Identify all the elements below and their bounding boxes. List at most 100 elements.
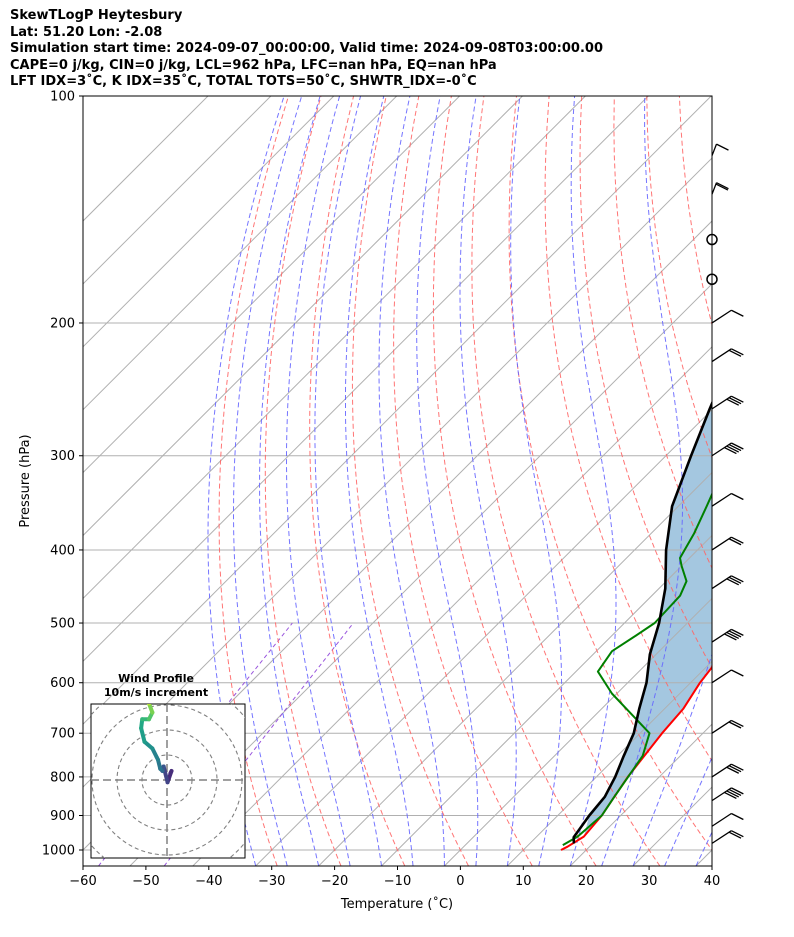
moist-adiabat-line <box>345 96 414 866</box>
wind-barb-flag <box>728 576 742 584</box>
dry-adiabat-line <box>745 96 794 866</box>
wind-barb-flag <box>728 721 742 729</box>
wind-barb <box>711 830 744 844</box>
wind-barb <box>711 442 744 457</box>
dry-adiabat-line <box>432 96 597 866</box>
wind-barb-flag <box>731 536 744 544</box>
wind-barb-staff <box>711 348 732 363</box>
isotherms <box>83 96 712 866</box>
isotherm-line <box>83 96 335 348</box>
y-tick-label: 700 <box>50 727 75 742</box>
wind-barb-staff <box>711 719 732 734</box>
isotherm-line <box>83 96 398 411</box>
isotherm-line <box>83 96 523 537</box>
dry-adiabat-line <box>264 96 342 866</box>
wind-barb-staff <box>711 143 718 156</box>
y-tick-label: 200 <box>50 316 75 331</box>
location-line: Lat: 51.20 Lon: -2.08 <box>10 24 163 40</box>
wind-barb-staff <box>711 787 732 802</box>
wind-barb <box>711 669 744 684</box>
parcel-line <box>572 400 712 844</box>
y-tick-label: 500 <box>50 617 75 632</box>
wind-barb-flag <box>731 395 744 403</box>
wind-barb-flag <box>731 812 744 821</box>
x-tick-label: −10 <box>384 874 411 889</box>
cape-fill-area <box>583 403 712 837</box>
dry-adiabat-line <box>508 96 712 851</box>
wind-barb <box>711 575 744 590</box>
wind-barb <box>711 719 744 734</box>
indices-line: LFT IDX=3˚C, K IDX=35˚C, TOTAL TOTS=50˚C… <box>10 74 477 90</box>
wind-barb-staff <box>711 669 732 684</box>
dry-adiabat-line <box>646 96 712 459</box>
x-axis-label: Temperature (˚C) <box>340 896 453 912</box>
dry-adiabat-line <box>351 96 469 866</box>
chart-header: SkewTLogP Heytesbury Lat: 51.20 Lon: -2.… <box>10 8 603 91</box>
hodograph-segment <box>150 746 160 762</box>
moist-adiabats <box>207 96 712 866</box>
x-tick-label: −30 <box>258 874 285 889</box>
x-tick-label: 0 <box>456 874 464 889</box>
wind-barb-flag <box>728 397 742 405</box>
wind-barb-staff <box>711 395 732 410</box>
wind-barb-flag <box>715 183 729 191</box>
wind-barb-flag <box>731 787 744 795</box>
isotherm-line <box>83 96 712 725</box>
wind-barb-staff <box>711 536 732 551</box>
dry-adiabat-line <box>544 96 712 762</box>
isotherm-line <box>83 96 649 663</box>
dry-adiabat-line <box>393 96 533 866</box>
wind-barb-flag <box>728 630 742 638</box>
dewpoint-line <box>562 491 712 846</box>
y-tick-label: 300 <box>50 449 75 464</box>
wind-barb-flag <box>731 763 744 771</box>
wind-barb-staff <box>711 575 732 590</box>
wind-barb-flag <box>726 790 740 798</box>
isotherm-line <box>129 283 712 866</box>
wind-barb <box>711 309 744 324</box>
wind-barb-flag <box>716 182 729 190</box>
y-tick-label: 800 <box>50 770 75 785</box>
moist-adiabat-line <box>258 96 321 866</box>
wind-barb-flag <box>731 719 744 728</box>
dry-adiabat-line <box>218 96 289 866</box>
isotherm-line <box>444 597 712 866</box>
moist-adiabat-line <box>233 96 303 866</box>
wind-barb-staff <box>711 442 732 457</box>
y-tick-label: 1000 <box>42 844 75 859</box>
x-tick-label: 20 <box>578 874 595 889</box>
inset-title: Wind Profile <box>118 672 194 685</box>
x-tick-label: 40 <box>704 874 721 889</box>
wind-barb <box>711 182 729 195</box>
dry-adiabat-line <box>777 96 794 866</box>
moist-adiabat-line <box>569 96 617 866</box>
wind-barb-flag <box>731 575 744 583</box>
wind-barb-staff <box>711 492 732 507</box>
profile-lines <box>560 400 712 851</box>
dry-adiabat-line <box>309 96 406 866</box>
wind-barb-flag <box>731 628 744 636</box>
dry-adiabat-line <box>711 96 712 103</box>
isotherm-line <box>381 534 712 866</box>
wind-barb <box>711 536 744 551</box>
moist-adiabat-line <box>416 96 479 866</box>
wind-barb-flag <box>726 631 740 640</box>
x-tick-label: −50 <box>132 874 159 889</box>
cape-line: CAPE=0 j/kg, CIN=0 j/kg, LCL=962 hPa, LF… <box>10 57 497 73</box>
wind-barb-flag <box>728 765 742 773</box>
wind-barb-flag <box>716 143 729 151</box>
x-tick-label: 30 <box>641 874 658 889</box>
wind-barb-flag <box>728 831 742 839</box>
wind-barb-flag <box>726 766 740 774</box>
isotherm-line <box>569 723 712 866</box>
dry-adiabat-line <box>471 96 661 866</box>
wind-barb-calm <box>706 273 718 286</box>
cape-region <box>583 403 712 837</box>
wind-barb-flag <box>731 309 744 317</box>
wind-barb-flag <box>731 669 744 677</box>
wind-barb-flag <box>728 538 742 546</box>
y-tick-label: 900 <box>50 809 75 824</box>
chart-title: SkewTLogP Heytesbury <box>10 8 183 23</box>
axes: −60 −50 −40 −30 −20 −10 0 10 20 30 40 100 200 300 400 5… <box>42 90 720 890</box>
